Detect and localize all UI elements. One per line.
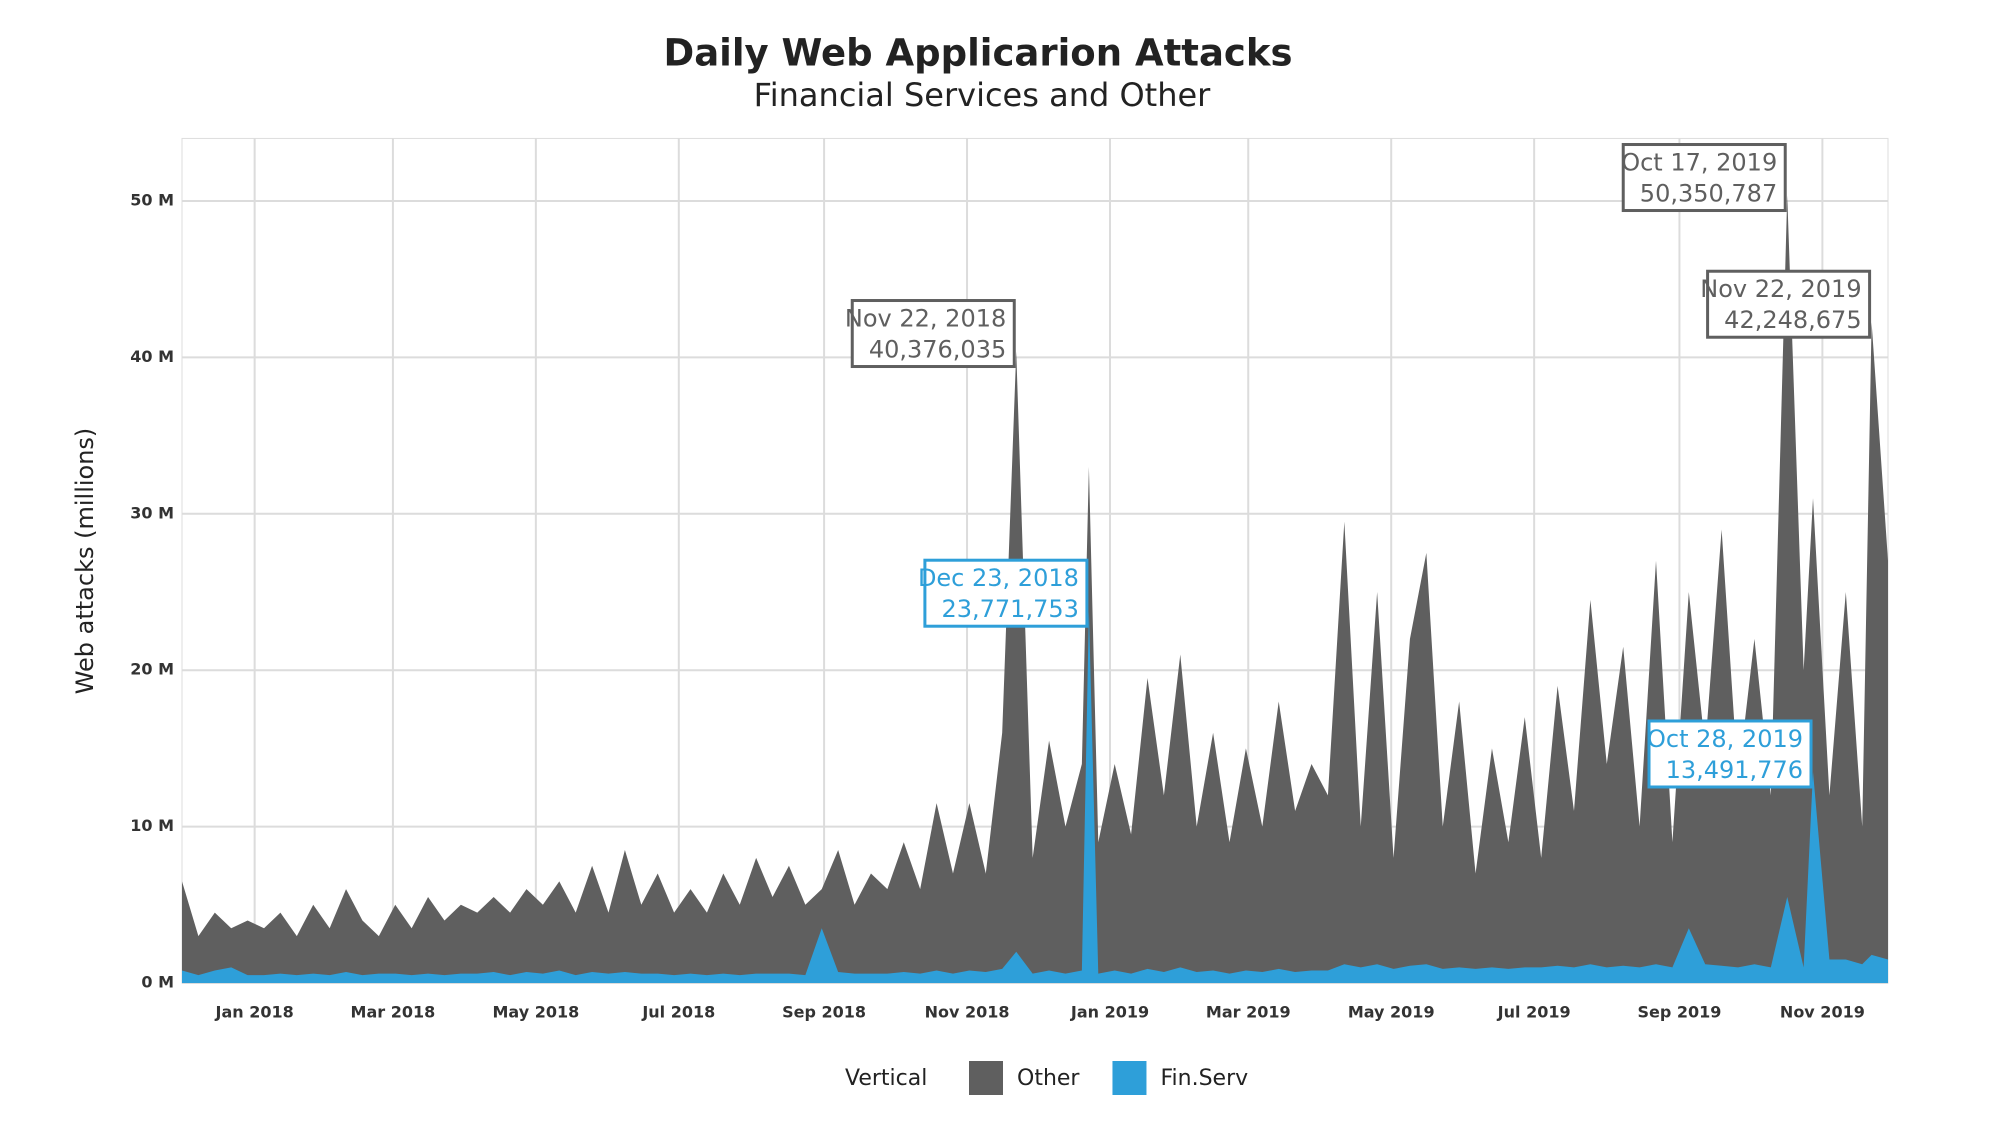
annotation-date: Oct 17, 2019 bbox=[1621, 149, 1777, 177]
area bbox=[182, 195, 1888, 984]
annotation-box bbox=[923, 558, 1089, 628]
annotation: Oct 17, 2019 50,350,787 bbox=[1621, 143, 1787, 213]
x-tick-label: May 2018 bbox=[492, 1003, 579, 1022]
x-tick-label: Nov 2018 bbox=[925, 1003, 1010, 1022]
annotation-box bbox=[1647, 719, 1813, 789]
x-tick-label: Jul 2019 bbox=[1497, 1003, 1571, 1022]
x-tick-label: Jan 2018 bbox=[215, 1003, 294, 1022]
y-tick-label: 10 M bbox=[130, 816, 174, 835]
annotation-value: 23,771,753 bbox=[941, 595, 1078, 623]
annotation-box bbox=[850, 299, 1016, 369]
annotation-value: 42,248,675 bbox=[1724, 306, 1861, 334]
annotation-box bbox=[1706, 269, 1872, 339]
legend-swatch bbox=[1112, 1061, 1147, 1095]
x-tick-label: Sep 2018 bbox=[782, 1003, 866, 1022]
annotation: Oct 28, 2019 13,491,776 bbox=[1647, 719, 1813, 789]
annotation: Nov 22, 2019 42,248,675 bbox=[1700, 269, 1872, 339]
annotation-box bbox=[1621, 143, 1787, 213]
y-tick-label: 0 M bbox=[141, 973, 174, 992]
y-tick-label: 40 M bbox=[130, 347, 174, 366]
y-axis-label: Web attacks (millions) bbox=[71, 428, 99, 695]
legend-title: Vertical bbox=[845, 1066, 927, 1091]
x-tick-label: Mar 2018 bbox=[351, 1003, 436, 1022]
y-tick-label: 20 M bbox=[130, 660, 174, 679]
legend-label: Other bbox=[1017, 1066, 1080, 1091]
legend-swatch bbox=[969, 1061, 1003, 1095]
y-tick-label: 50 M bbox=[130, 191, 174, 210]
annotation: Dec 23, 2018 23,771,753 bbox=[918, 558, 1089, 628]
x-tick-label: May 2019 bbox=[1348, 1003, 1435, 1022]
x-tick-label: Mar 2019 bbox=[1206, 1003, 1291, 1022]
x-tick-label: Jul 2018 bbox=[641, 1003, 715, 1022]
x-tick-label: Jan 2019 bbox=[1070, 1003, 1149, 1022]
chart-subtitle: Financial Services and Other bbox=[754, 76, 1211, 114]
legend-label: Fin.Serv bbox=[1160, 1066, 1248, 1091]
annotation-value: 40,376,035 bbox=[869, 336, 1006, 364]
chart-title: Daily Web Applicarion Attacks bbox=[664, 32, 1293, 75]
annotation-value: 13,491,776 bbox=[1666, 756, 1803, 784]
annotation-date: Nov 22, 2018 bbox=[845, 305, 1006, 333]
y-tick-label: 30 M bbox=[130, 503, 174, 522]
annotation-date: Oct 28, 2019 bbox=[1647, 725, 1803, 753]
annotation-date: Dec 23, 2018 bbox=[918, 564, 1079, 592]
annotation-date: Nov 22, 2019 bbox=[1700, 275, 1861, 303]
annotation: Nov 22, 2018 40,376,035 bbox=[845, 299, 1016, 369]
annotation-value: 50,350,787 bbox=[1640, 180, 1777, 208]
x-tick-label: Nov 2019 bbox=[1780, 1003, 1865, 1022]
x-tick-label: Sep 2019 bbox=[1637, 1003, 1721, 1022]
